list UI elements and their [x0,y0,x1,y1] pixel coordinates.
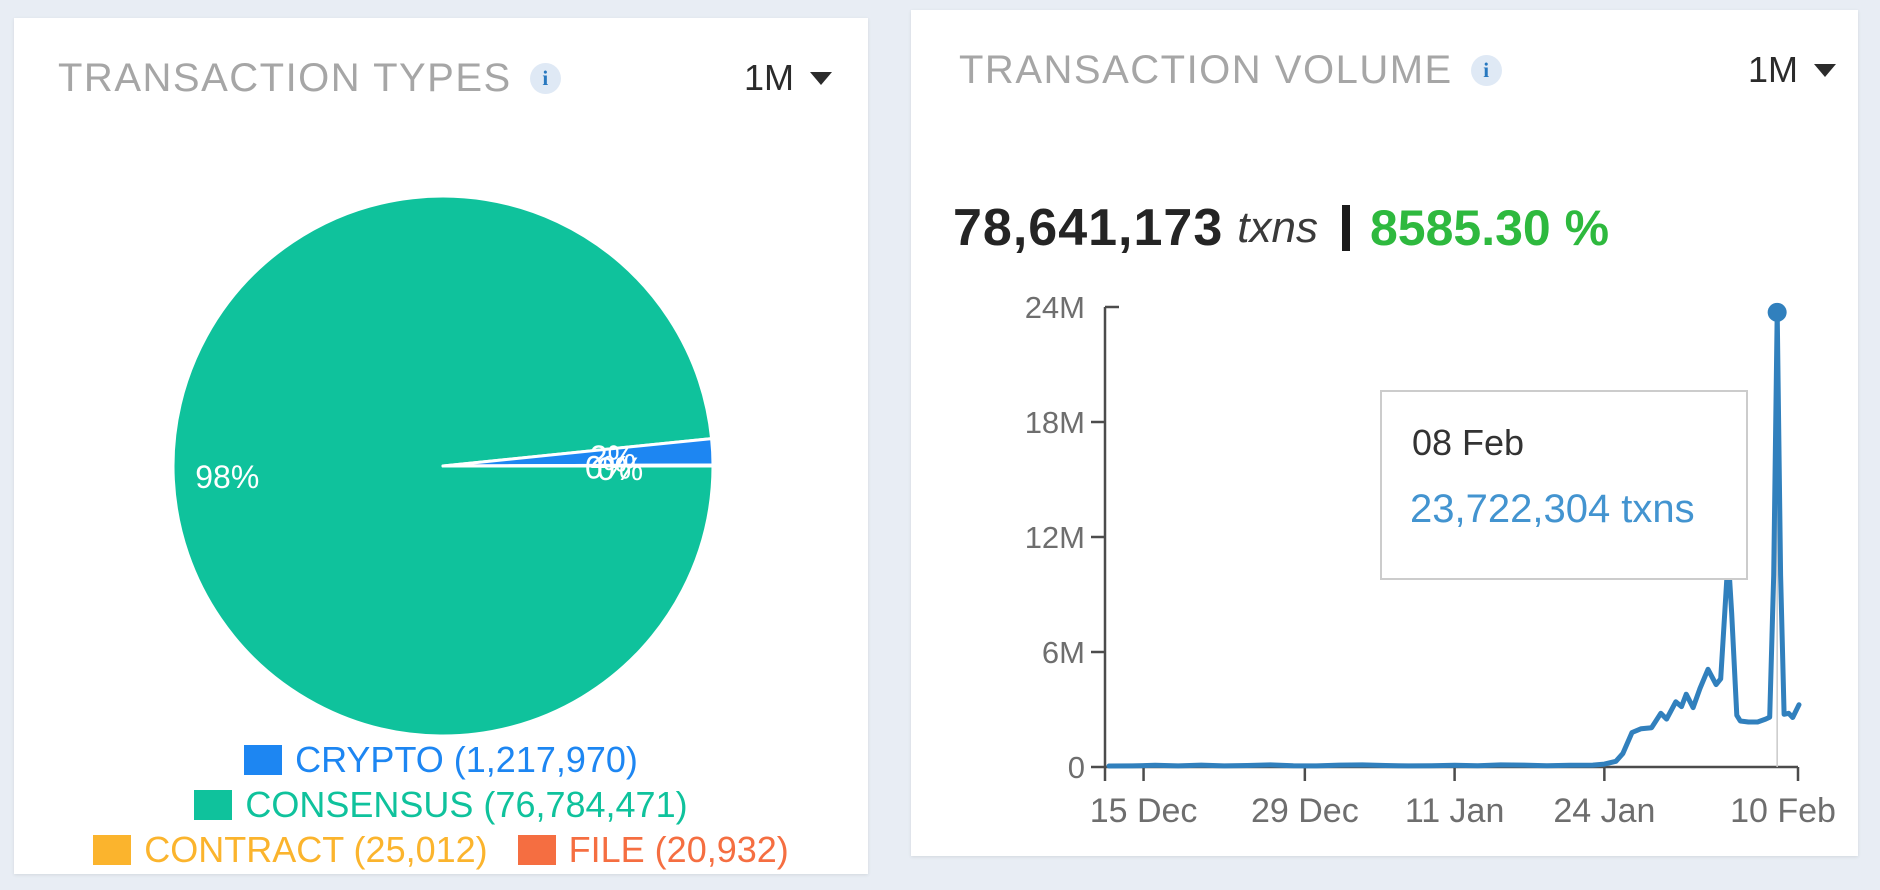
transaction-types-card: TRANSACTION TYPES i 1M 0% 0% 2% 98% CRYPTO … [14,18,868,874]
info-icon[interactable]: i [529,62,561,94]
volume-title-group: TRANSACTION VOLUME i [959,50,1502,90]
y-tick-label: 0 [1068,750,1085,785]
pie-percent-label-consensus: 98% [195,459,259,495]
legend-item-crypto[interactable]: CRYPTO (1,217,970) [244,742,638,778]
total-transactions-unit: txns [1237,203,1318,252]
y-tick-label: 18M [1025,405,1085,440]
transaction-volume-card: TRANSACTION VOLUME i 1M 78,641,173 txns … [911,10,1858,856]
x-tick-label: 11 Jan [1405,792,1505,830]
hovered-point-marker[interactable] [1767,302,1787,322]
legend-swatch [517,835,556,865]
txns-series-line [1106,309,1802,769]
y-axis [1103,305,1119,767]
y-tick-label: 24M [1025,290,1085,325]
legend-item-consensus[interactable]: CONSENSUS (76,784,471) [194,784,688,825]
legend-row: CONTRACT (25,012) FILE (20,932) [93,832,789,868]
legend-row: CONSENSUS (76,784,471) [194,784,688,825]
legend-swatch [244,745,283,775]
stats-divider [1341,205,1350,251]
volume-card-header: TRANSACTION VOLUME i 1M [911,50,1858,90]
types-title-group: TRANSACTION TYPES i [58,58,561,98]
pie-percent-label-file: 0% [597,451,643,487]
legend-row: CRYPTO (1,217,970) [244,742,638,778]
legend-label: FILE (20,932) [568,829,789,870]
chevron-down-icon [1814,63,1836,77]
legend-label: CONTRACT (25,012) [144,829,488,870]
x-tick-label: 15 Dec [1090,792,1198,830]
info-icon[interactable]: i [1470,54,1502,86]
x-axis [1103,765,1800,781]
y-tick-label: 6M [1042,635,1085,670]
y-tick-label: 12M [1025,520,1085,555]
legend-swatch [194,790,233,820]
x-tick-label: 29 Dec [1251,792,1359,830]
chevron-down-icon [810,71,832,85]
transaction-volume-line-chart[interactable]: 0 6M 12M 18M 24M 15 Dec 29 Dec 11 Jan 24 Jan 10 F… [911,10,1858,856]
pie-legend: CRYPTO (1,217,970) CONSENSUS (76,784,471)… [14,742,868,868]
chart-tooltip: 08 Feb 23,722,304 txns [1380,390,1748,580]
volume-range-selector[interactable]: 1M [1748,52,1836,88]
transaction-types-pie-chart[interactable]: 0%0%2% 98% [14,18,868,738]
types-card-header: TRANSACTION TYPES i 1M [14,58,868,98]
legend-label: CRYPTO (1,217,970) [295,739,638,780]
legend-label: CONSENSUS (76,784,471) [245,784,688,825]
x-tick-label: 10 Feb [1730,792,1836,830]
types-card-title: TRANSACTION TYPES [58,56,512,100]
pie-percent-label-contract: 0% [585,450,631,486]
tooltip-value: 23,722,304 txns [1410,487,1695,531]
x-tick-label: 24 Jan [1553,792,1655,830]
legend-item-contract[interactable]: CONTRACT (25,012) [93,829,488,870]
types-range-selector[interactable]: 1M [744,60,832,96]
total-transactions-value: 78,641,173 [953,199,1224,257]
legend-item-file[interactable]: FILE (20,932) [517,829,789,870]
legend-swatch [93,835,132,865]
stats-change: 8585.30 % [1369,200,1610,256]
types-range-value: 1M [743,57,794,98]
pie-percent-label-crypto: 2% [590,439,636,475]
volume-stats-row: 78,641,173 txns 8585.30 % [953,202,1609,254]
volume-range-value: 1M [1747,49,1798,90]
volume-card-title: TRANSACTION VOLUME [959,48,1453,92]
tooltip-date: 08 Feb [1412,422,1525,463]
